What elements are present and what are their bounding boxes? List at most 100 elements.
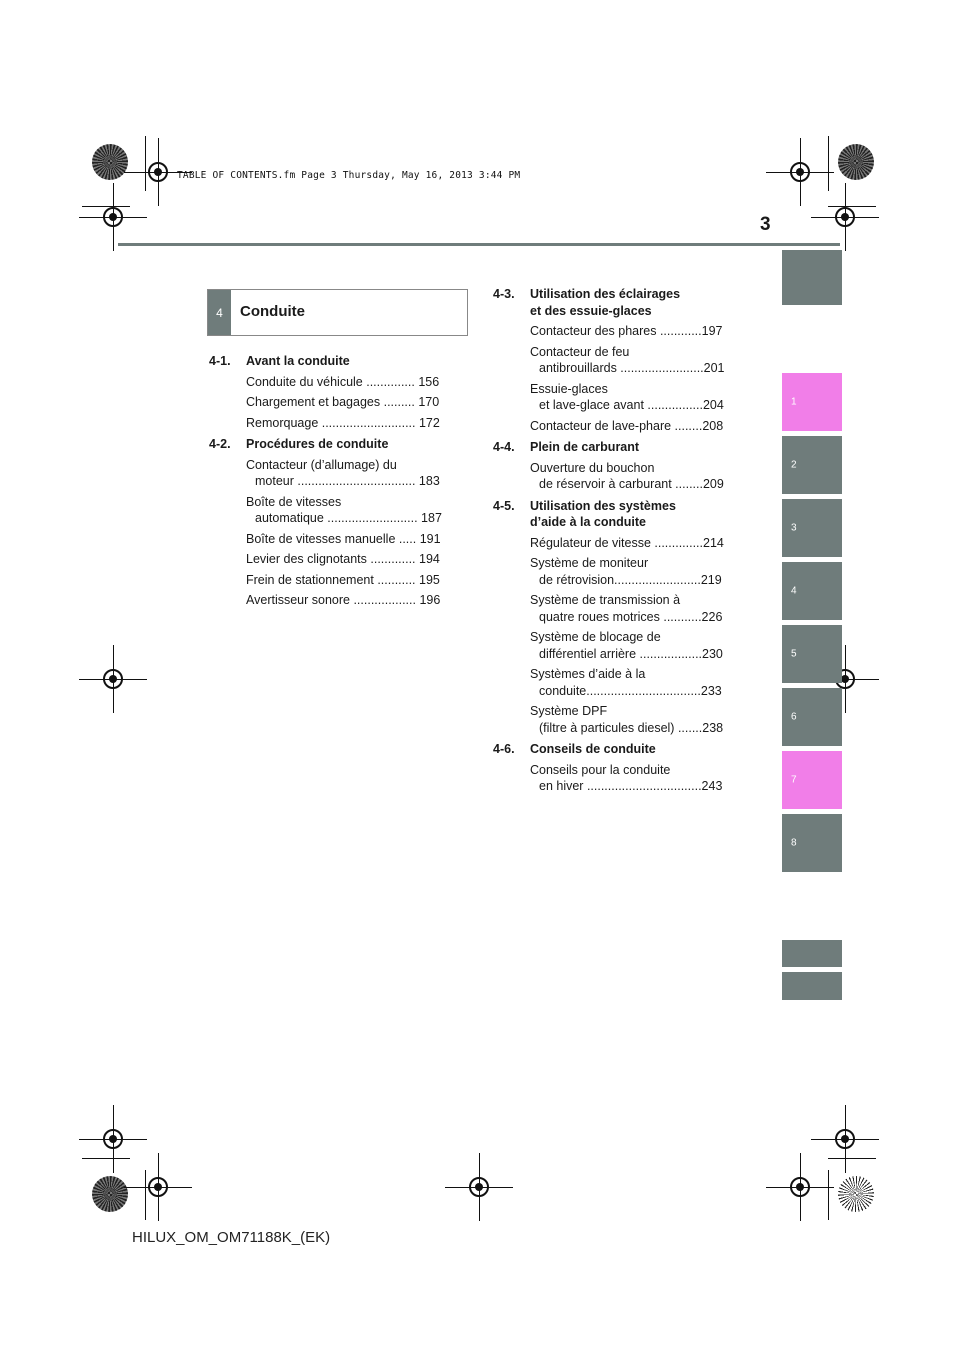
toc-group-title: Plein de carburant (530, 440, 640, 454)
side-tab-blank[interactable] (782, 250, 842, 305)
toc-entry[interactable]: Boîte de vitesses automatique ...........… (209, 494, 459, 527)
toc-entry[interactable]: Avertisseur sonore .................. 19… (209, 592, 459, 609)
crop-mark (82, 1158, 130, 1159)
side-tab-label: 3 (791, 522, 797, 534)
side-tab-label: 6 (791, 711, 797, 723)
toc-entry[interactable]: Remorquage ........................... 1… (209, 415, 459, 432)
side-tab-7[interactable]: 7 (782, 751, 842, 809)
toc-group-title: Utilisation des systèmes (530, 498, 676, 513)
document-code: HILUX_OM_OM71188K_(EK) (132, 1229, 331, 1246)
registration-rosette-icon (92, 144, 128, 180)
side-tab-label: 2 (791, 459, 797, 471)
toc-entry[interactable]: Régulateur de vitesse ..............214 (493, 535, 743, 552)
toc-group-title: Utilisation des éclairages (530, 287, 681, 301)
toc-entry-text: automatique .......................... 1… (255, 511, 442, 525)
side-tab-1[interactable]: 1 (782, 373, 842, 431)
side-tab-6[interactable]: 6 (782, 688, 842, 746)
toc-group-number: 4-1. (209, 354, 231, 368)
toc-entry[interactable]: Système de transmission à quatre roues mo… (493, 592, 743, 625)
toc-entry[interactable]: Levier des clignotants ............. 194 (209, 551, 459, 568)
toc-entry[interactable]: Contacteur de feu antibrouillards .......… (493, 344, 743, 377)
file-header-stamp: TABLE OF CONTENTS.fm Page 3 Thursday, Ma… (177, 170, 521, 181)
toc-entry-text: Contacteur (d’allumage) du (246, 457, 397, 472)
side-tab-3[interactable]: 3 (782, 499, 842, 557)
toc-group-number: 4-3. (493, 287, 515, 301)
toc-entry[interactable]: Frein de stationnement ........... 195 (209, 572, 459, 589)
toc-entry-text: antibrouillards ........................… (539, 361, 725, 375)
registration-rosette-icon (838, 144, 874, 180)
header-rule (118, 243, 840, 246)
toc-group-number: 4-2. (209, 437, 231, 451)
toc-entry[interactable]: Système de moniteur de rétrovision.......… (493, 555, 743, 588)
side-tab-8[interactable]: 8 (782, 814, 842, 872)
toc-entry-text: moteur .................................… (255, 474, 440, 488)
toc-entry[interactable]: Ouverture du bouchon de réservoir à carbu… (493, 460, 743, 493)
toc-left-column: 4-1. Avant la conduite Conduite du véhicul… (209, 348, 459, 609)
toc-entry-text: Avertisseur sonore .................. 19… (246, 593, 441, 607)
toc-group-heading[interactable]: 4-5. Utilisation des systèmes d’aide à la … (493, 498, 743, 531)
toc-entry-text: conduite................................… (539, 683, 722, 698)
toc-entry[interactable]: Système de blocage de différentiel arrièr… (493, 629, 743, 662)
toc-entry-text: différentiel arrière ..................2… (539, 646, 723, 661)
toc-group-title: Procédures de conduite (246, 437, 389, 451)
side-tab-5[interactable]: 5 (782, 625, 842, 683)
toc-entry-text: (filtre à particules diesel) .......238 (539, 720, 724, 735)
section-header: 4 Conduite (207, 289, 468, 336)
crop-mark (145, 136, 146, 191)
side-tab-label: 1 (791, 396, 797, 408)
toc-entry[interactable]: Contacteur de lave-phare ........208 (493, 418, 743, 435)
side-tab-index-b[interactable] (782, 972, 842, 1000)
toc-entry-text: en hiver ...............................… (539, 779, 723, 793)
toc-entry-text: de réservoir à carburant ........209 (539, 477, 724, 491)
toc-group-heading[interactable]: 4-2. Procédures de conduite (209, 436, 459, 453)
toc-entry-text: Conseils pour la conduite (530, 762, 671, 777)
side-tab-2[interactable]: 2 (782, 436, 842, 494)
crop-mark (82, 206, 130, 207)
toc-group-heading[interactable]: 4-6. Conseils de conduite (493, 741, 743, 758)
toc-entry-text: Conduite du véhicule .............. 156 (246, 374, 440, 389)
toc-group-title: Conseils de conduite (530, 742, 656, 756)
crop-mark (828, 1170, 829, 1220)
side-tab-label: 7 (791, 774, 797, 786)
toc-entry-text: Systèmes d’aide à la (530, 667, 646, 681)
crop-mark (145, 1170, 146, 1220)
toc-entry[interactable]: Contacteur (d’allumage) du moteur .......… (209, 457, 459, 490)
toc-group-title: d’aide à la conduite (530, 515, 646, 529)
toc-group-number: 4-6. (493, 742, 515, 756)
toc-entry-text: Système de moniteur (530, 556, 649, 570)
toc-entry-text: Contacteur des phares ............197 (530, 324, 723, 338)
toc-group-heading[interactable]: 4-4. Plein de carburant (493, 439, 743, 456)
toc-entry-text: Contacteur de lave-phare ........208 (530, 418, 724, 433)
page-number: 3 (760, 214, 771, 235)
toc-group-heading[interactable]: 4-1. Avant la conduite (209, 353, 459, 370)
toc-entry-text: Levier des clignotants ............. 194 (246, 552, 440, 566)
side-tab-label: 5 (791, 648, 797, 660)
toc-group-title: Avant la conduite (246, 354, 350, 368)
toc-entry-text: de rétrovision.........................2… (539, 572, 722, 587)
toc-entry[interactable]: Boîte de vitesses manuelle ..... 191 (209, 531, 459, 548)
toc-entry[interactable]: Contacteur des phares ............197 (493, 323, 743, 340)
toc-entry[interactable]: Conduite du véhicule .............. 156 (209, 374, 459, 391)
side-tab-4[interactable]: 4 (782, 562, 842, 620)
section-title: Conduite (240, 303, 305, 320)
toc-entry-text: Contacteur de feu (530, 344, 630, 359)
toc-group-heading[interactable]: 4-3. Utilisation des éclairages et des ess… (493, 286, 743, 319)
toc-entry-text: Système de blocage de (530, 630, 661, 644)
crop-mark (828, 1158, 876, 1159)
side-tab-index-a[interactable] (782, 940, 842, 967)
toc-entry[interactable]: Système DPF (filtre à particules diesel) … (493, 703, 743, 736)
section-number: 4 (208, 290, 231, 335)
toc-entry[interactable]: Chargement et bagages ......... 170 (209, 394, 459, 411)
toc-entry-text: Essuie-glaces (530, 381, 608, 396)
toc-entry-text: Régulateur de vitesse ..............214 (530, 535, 724, 550)
toc-entry[interactable]: Conseils pour la conduite en hiver ......… (493, 762, 743, 795)
toc-entry-text: et lave-glace avant ................204 (539, 398, 724, 412)
toc-entry-text: Boîte de vitesses manuelle ..... 191 (246, 531, 441, 546)
toc-entry-text: Boîte de vitesses (246, 494, 342, 509)
toc-entry-text: Chargement et bagages ......... 170 (246, 395, 440, 409)
toc-entry[interactable]: Systèmes d’aide à la conduite............… (493, 666, 743, 699)
toc-entry[interactable]: Essuie-glaces et lave-glace avant .......… (493, 381, 743, 414)
toc-right-column: 4-3. Utilisation des éclairages et des ess… (493, 281, 743, 795)
toc-entry-text: Système DPF (530, 704, 608, 718)
toc-entry-text: Frein de stationnement ........... 195 (246, 572, 440, 587)
